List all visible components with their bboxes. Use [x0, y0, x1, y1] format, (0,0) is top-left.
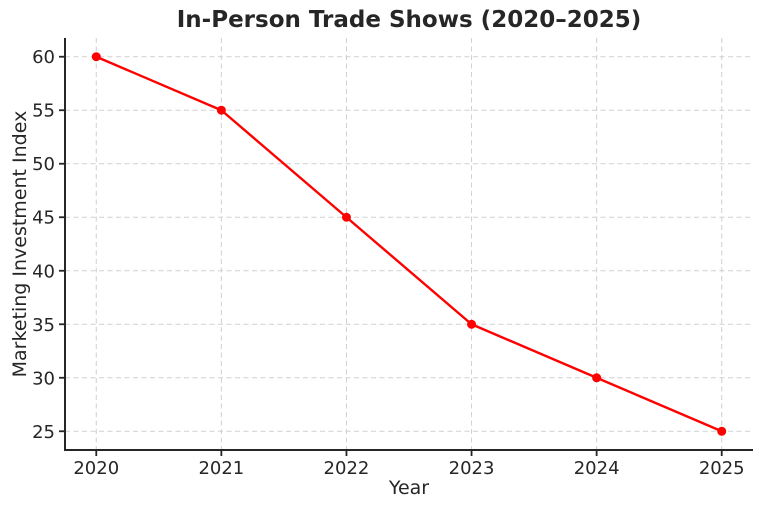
data-point — [717, 426, 727, 436]
x-tick-label: 2021 — [198, 458, 244, 479]
data-point — [341, 212, 351, 222]
chart-title: In-Person Trade Shows (2020–2025) — [176, 7, 642, 33]
x-tick-label: 2025 — [699, 458, 745, 479]
trend-line — [95, 55, 723, 433]
data-point — [467, 319, 477, 329]
y-tick-label: 55 — [32, 101, 55, 122]
x-axis-label: Year — [388, 477, 430, 499]
x-tick-label: 2024 — [574, 458, 620, 479]
x-tick-label: 2023 — [449, 458, 495, 479]
y-tick-label: 50 — [32, 154, 55, 175]
data-point — [216, 105, 226, 115]
x-tick-label: 2020 — [73, 458, 119, 479]
y-tick-label: 45 — [32, 208, 55, 229]
y-tick-label: 25 — [32, 422, 55, 443]
y-tick-label: 40 — [32, 261, 55, 282]
x-tick-label: 2022 — [324, 458, 370, 479]
y-tick-label: 30 — [32, 368, 55, 389]
data-point — [592, 373, 602, 383]
y-tick-label: 60 — [32, 47, 55, 68]
y-tick-label: 35 — [32, 315, 55, 336]
data-point — [91, 52, 101, 62]
